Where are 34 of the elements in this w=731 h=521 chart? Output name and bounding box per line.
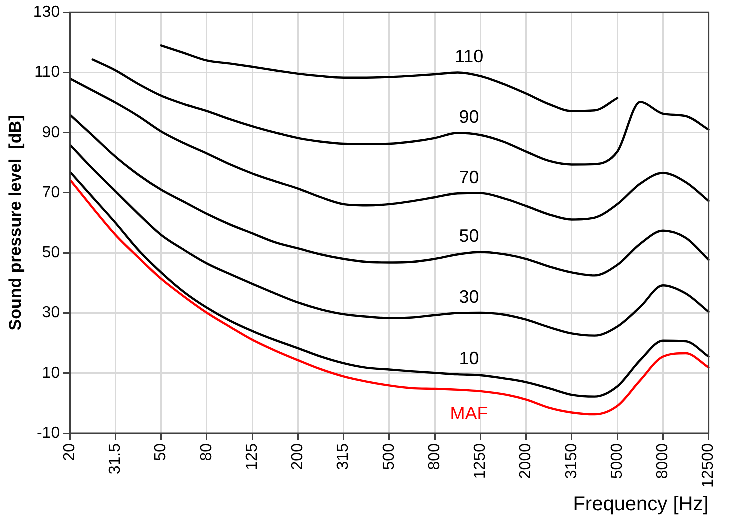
series-label: 30 (459, 286, 480, 307)
x-tick-label: 1250 (472, 443, 490, 480)
series-label: MAF (450, 403, 488, 424)
y-tick-label: 70 (42, 184, 60, 202)
x-tick-label: 50 (152, 443, 170, 462)
y-tick-label: 50 (42, 244, 60, 262)
x-axis-title: Frequency [Hz] (573, 494, 709, 516)
series-label: 70 (459, 167, 480, 188)
x-tick-label: 500 (380, 443, 398, 470)
line-series (68, 78, 710, 221)
y-tick-label: 110 (34, 64, 60, 82)
x-tick-label: 20 (62, 443, 78, 462)
y-tick-label: -10 (36, 424, 60, 442)
x-tick-label: 3150 (563, 443, 580, 480)
y-tick-label: 10 (42, 364, 60, 382)
x-tick-label: 12500 (700, 443, 718, 488)
x-tick-label: 5000 (608, 443, 626, 480)
series-label: 110 (454, 46, 484, 67)
x-tick-label: 200 (290, 443, 307, 470)
x-tick-label: 800 (426, 443, 444, 470)
series-label: 10 (459, 348, 480, 369)
x-tick-label: 315 (335, 443, 352, 470)
y-tick-label: 130 (33, 4, 60, 22)
y-axis-title: Sound pressure level [dB] (6, 115, 25, 331)
x-tick-label: 80 (198, 443, 216, 462)
x-tick-label: 31.5 (107, 443, 124, 475)
series-label: 90 (459, 107, 480, 128)
y-tick-label: 90 (42, 124, 60, 142)
series-label: 50 (459, 226, 480, 246)
y-tick-label: 30 (42, 304, 60, 322)
x-tick-label: 125 (244, 443, 261, 470)
line-series (68, 144, 710, 337)
x-tick-label: 8000 (654, 443, 672, 480)
x-tick-label: 2000 (518, 443, 535, 480)
